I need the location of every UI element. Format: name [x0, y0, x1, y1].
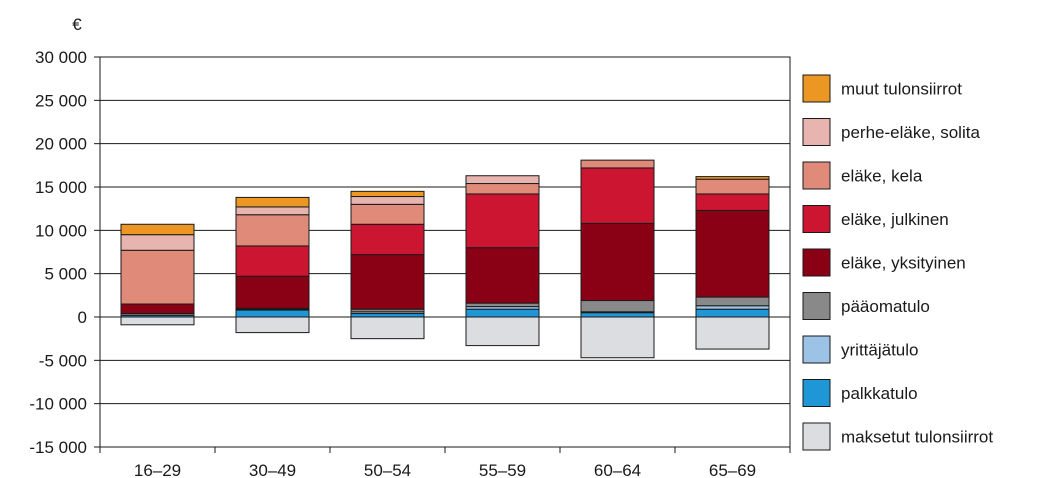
bar-segment — [235, 245, 310, 277]
bar-segment — [350, 316, 425, 340]
bar-segment — [695, 305, 770, 310]
legend-label: eläke, yksityinen — [841, 254, 966, 273]
bar-segment — [695, 296, 770, 307]
legend-item: eläke, yksityinen — [802, 248, 966, 277]
bar-segment — [350, 313, 425, 318]
y-tick-label: 5 000 — [44, 265, 87, 284]
legend-swatch — [802, 379, 831, 407]
legend-label: eläke, kela — [841, 167, 923, 186]
y-tick-label: 15 000 — [35, 178, 87, 197]
x-tick-label: 60–64 — [594, 461, 641, 478]
legend-item: perhe-eläke, solita — [802, 118, 980, 146]
bar-segment — [580, 167, 655, 224]
bar-segment — [120, 249, 195, 305]
bar-segment — [350, 203, 425, 225]
bar-segment — [465, 302, 540, 308]
bar-segment — [465, 316, 540, 347]
legend-label: muut tulonsiirrot — [841, 80, 962, 99]
bar-segment — [120, 303, 195, 315]
bar-segment — [350, 196, 425, 205]
x-tick-label: 16–29 — [134, 461, 181, 478]
legend-item: muut tulonsiirrot — [802, 74, 962, 103]
bar-segment — [465, 308, 540, 318]
bar-segment — [465, 175, 540, 185]
bar-segment — [695, 308, 770, 318]
bar-segment — [235, 214, 310, 247]
y-axis: 30 000 25 000 20 000 15 000 10 000 5 000 0 -5 0… — [29, 48, 100, 457]
legend-label: perhe-eläke, solita — [841, 123, 980, 142]
bar-segment — [695, 209, 770, 298]
legend-item: eläke, julkinen — [802, 205, 949, 233]
legend-swatch — [802, 205, 831, 233]
y-tick-label: -10 000 — [29, 395, 87, 414]
x-tick-label: 30–49 — [249, 461, 296, 478]
legend-swatch — [802, 335, 831, 364]
bar-segment — [120, 316, 195, 326]
bar-segment — [235, 275, 310, 309]
bar-segment — [695, 178, 770, 195]
y-tick-label: -5 000 — [39, 351, 87, 370]
x-tick-label: 50–54 — [364, 461, 411, 478]
bar-segment — [120, 234, 195, 251]
bar-segment — [580, 222, 655, 302]
bar-segment — [580, 312, 655, 318]
bar-segment — [695, 193, 770, 211]
legend-swatch — [802, 161, 831, 190]
bar-segment — [465, 193, 540, 249]
legend: muut tulonsiirrot perhe-eläke, solita eläk… — [802, 74, 993, 451]
legend-item: pääomatulo — [802, 292, 930, 320]
legend-item: yrittäjätulo — [802, 335, 918, 364]
legend-label: palkkatulo — [841, 384, 918, 403]
bar-segment — [350, 223, 425, 256]
legend-label: pääomatulo — [841, 297, 930, 316]
bar-segment — [580, 300, 655, 313]
y-tick-label: -15 000 — [29, 438, 87, 457]
legend-swatch — [802, 248, 831, 277]
legend-item: palkkatulo — [802, 379, 918, 407]
bar-segment — [350, 254, 425, 310]
legend-swatch — [802, 422, 831, 451]
bar-segment — [465, 247, 540, 304]
legend-item: maksetut tulonsiirrot — [802, 422, 993, 451]
bar-segment — [235, 309, 310, 318]
bar-segment — [580, 316, 655, 359]
bar-segment — [350, 190, 425, 198]
y-tick-label: 20 000 — [35, 135, 87, 154]
y-tick-label: 25 000 — [35, 91, 87, 110]
y-tick-label: 0 — [78, 308, 87, 327]
x-axis: 16–29 30–49 50–54 55–59 60–64 65–69 — [99, 447, 791, 478]
bar-segment — [695, 316, 770, 350]
legend-label: maksetut tulonsiirrot — [841, 428, 993, 447]
bar-segment — [465, 183, 540, 195]
bar-segment — [695, 176, 770, 180]
legend-label: yrittäjätulo — [841, 341, 918, 360]
bar-segment — [235, 206, 310, 216]
bars — [120, 159, 770, 359]
legend-swatch — [802, 74, 831, 103]
y-tick-label: 30 000 — [35, 48, 87, 67]
legend-swatch — [802, 292, 831, 320]
y-tick-label: 10 000 — [35, 221, 87, 240]
bar-segment — [235, 316, 310, 334]
legend-label: eläke, julkinen — [841, 210, 949, 229]
plot-area-frame — [99, 56, 791, 448]
legend-swatch — [802, 118, 831, 146]
legend-item: eläke, kela — [802, 161, 923, 190]
bar-segment — [120, 223, 195, 236]
bar-segment — [235, 196, 310, 208]
x-tick-label: 55–59 — [479, 461, 526, 478]
gridlines — [100, 56, 790, 448]
bar-segment — [580, 159, 655, 169]
unit-label: € — [72, 15, 82, 34]
x-tick-label: 65–69 — [709, 461, 756, 478]
